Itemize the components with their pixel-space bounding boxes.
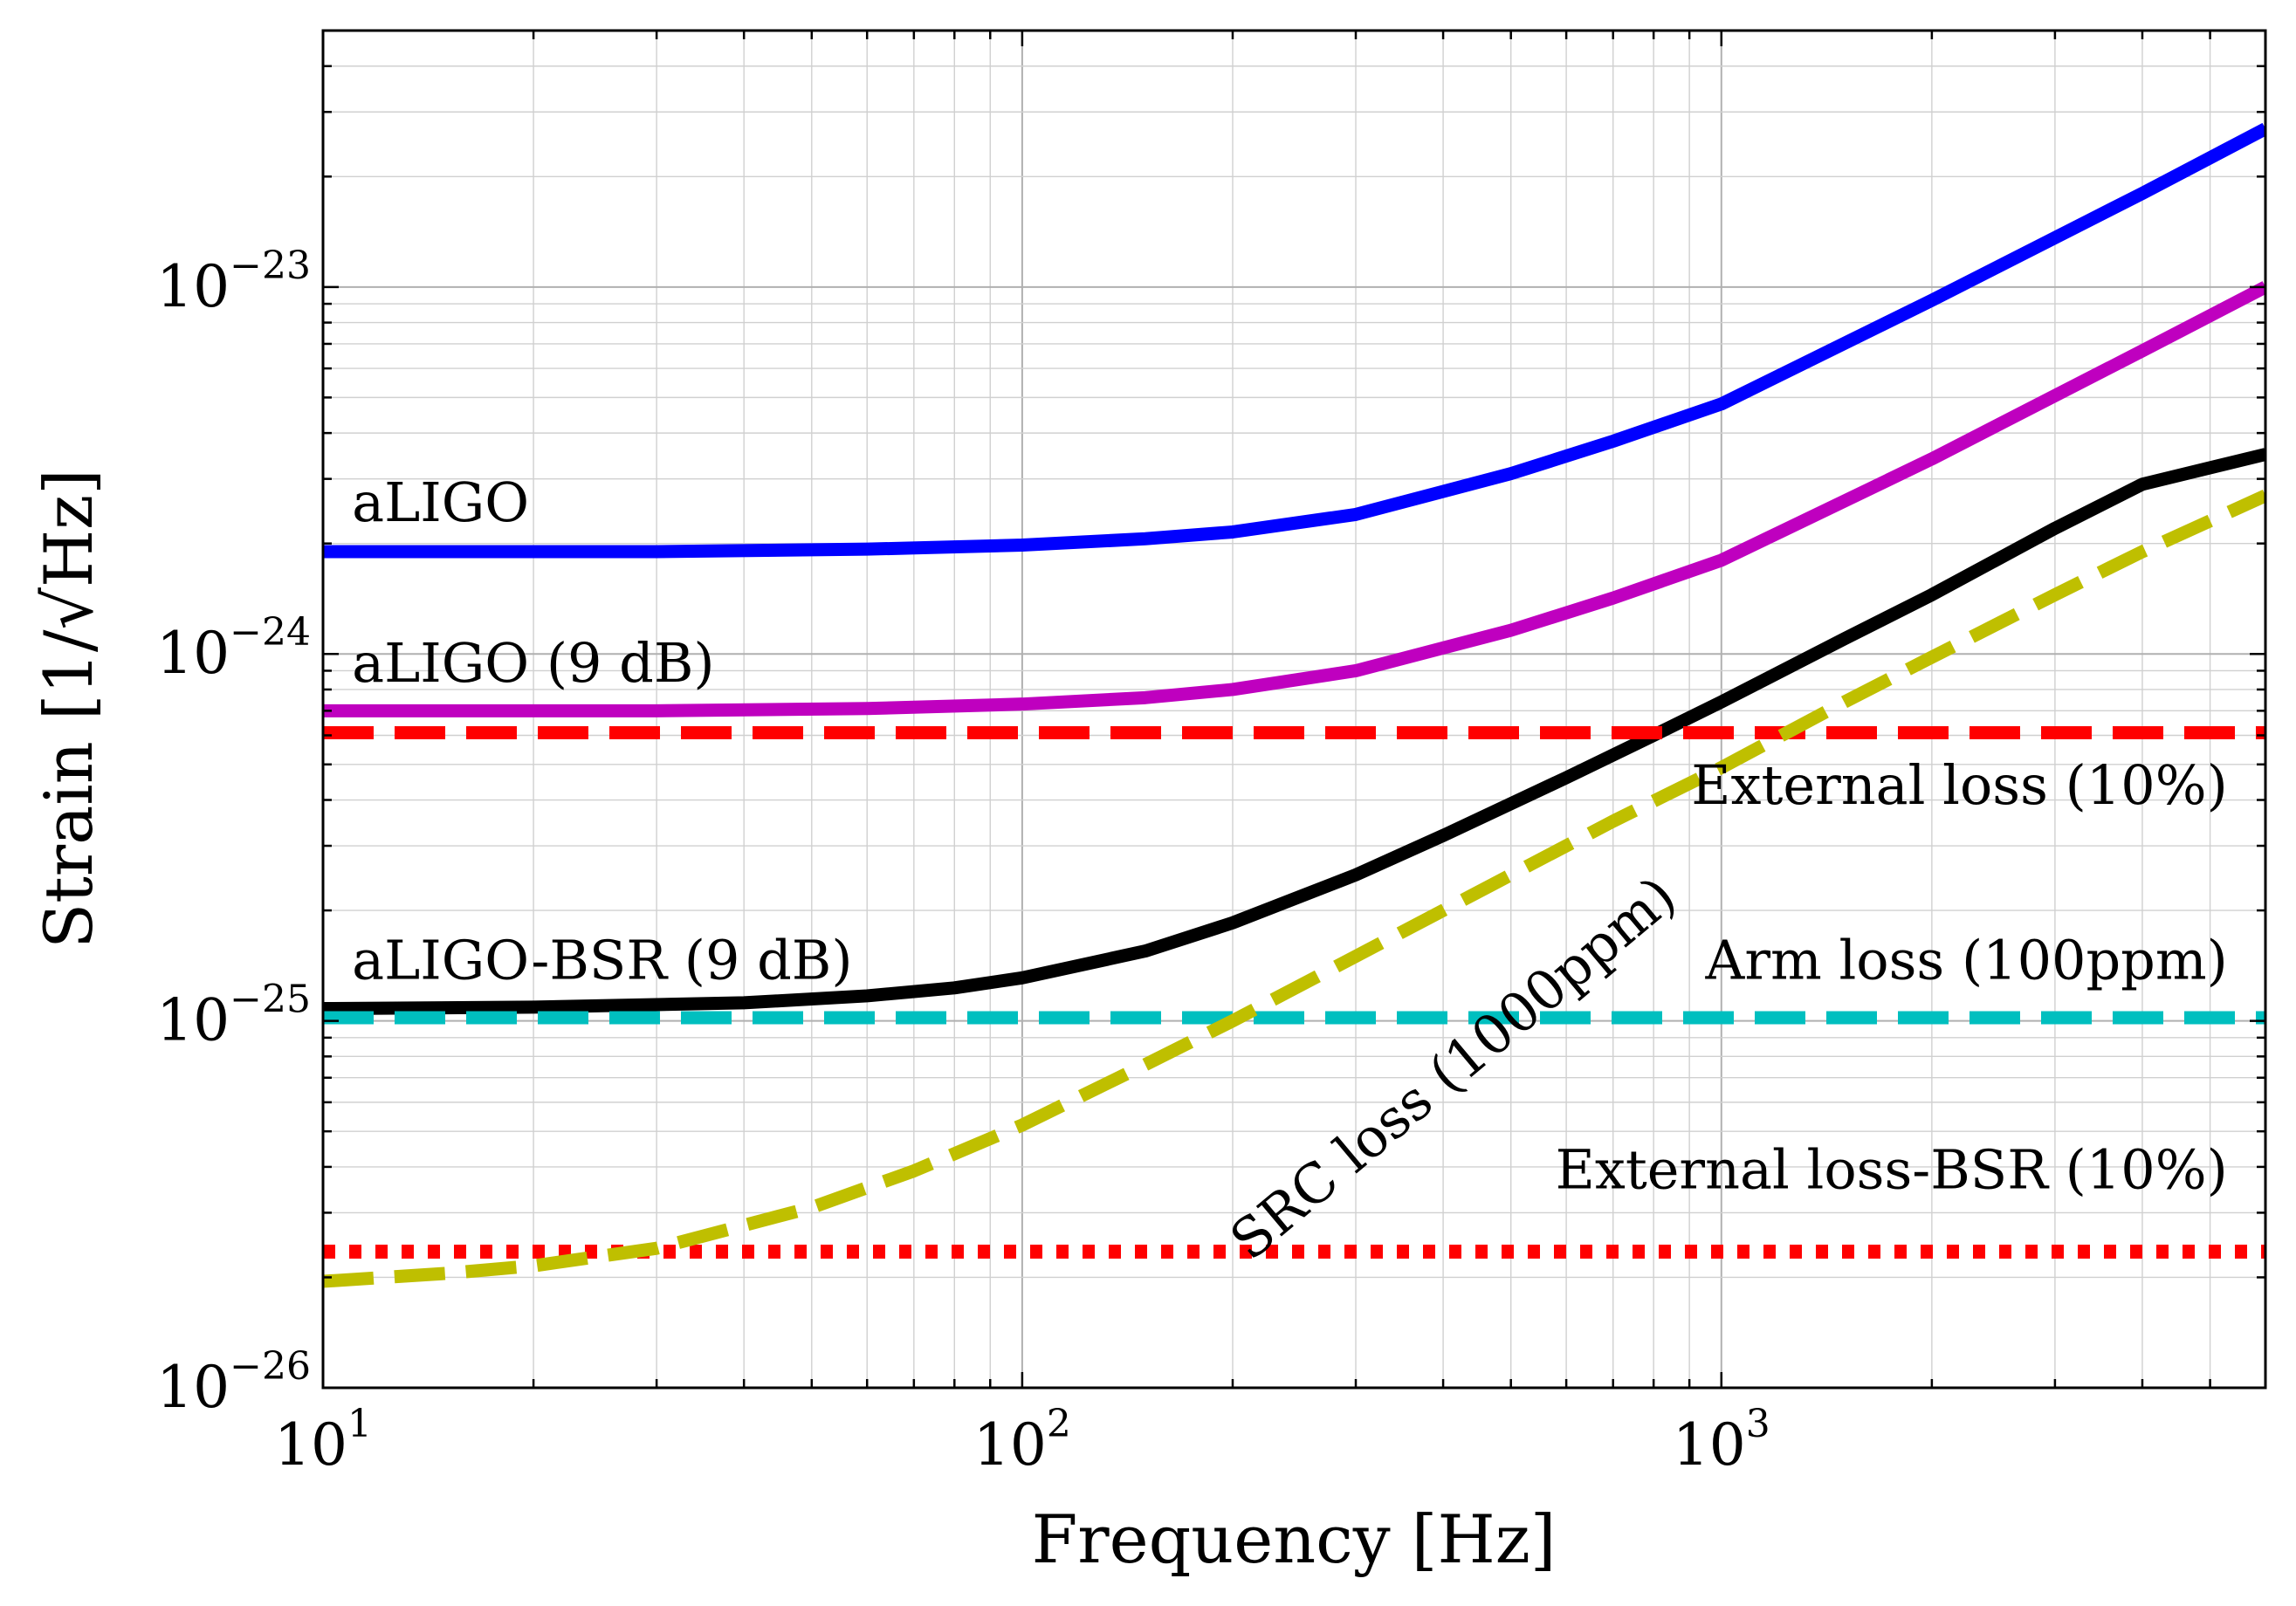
y-tick-label: 10−24 — [156, 610, 311, 687]
y-axis-label: Strain [1/√Hz] — [30, 469, 107, 949]
label-aligo: aLIGO — [352, 470, 529, 534]
y-tick-label: 10−26 — [156, 1344, 311, 1421]
series-src-loss-1000ppm — [323, 490, 2265, 1288]
x-tick-label: 103 — [1673, 1402, 1770, 1479]
y-tick-label: 10−23 — [156, 244, 311, 320]
label-arm-loss-100ppm: Arm loss (100ppm) — [1705, 929, 2228, 992]
y-tick-label: 10−25 — [156, 978, 311, 1054]
label-aligo-bsr-9-db: aLIGO-BSR (9 dB) — [352, 929, 852, 992]
label-external-loss-10: External loss (10%) — [1691, 753, 2228, 817]
label-src-loss-1000ppm: SRC loss (1000ppm) — [1218, 864, 1688, 1273]
label-external-loss-bsr-10: External loss-BSR (10%) — [1556, 1137, 2228, 1201]
x-tick-label: 101 — [274, 1402, 372, 1479]
label-aligo-9-db: aLIGO (9 dB) — [352, 631, 714, 695]
series-aligo-bsr-9-db — [323, 448, 2265, 1016]
x-axis-label: Frequency [Hz] — [1032, 1500, 1557, 1578]
series-aligo — [323, 122, 2265, 559]
tick-layer: 101 102 103 10−26 10−25 10−24 10−23 — [156, 29, 2267, 1479]
series-layer — [323, 122, 2265, 1288]
series-aligo-9-db — [323, 281, 2265, 717]
plot-frame — [321, 29, 2267, 1390]
x-tick-label: 102 — [973, 1402, 1071, 1479]
